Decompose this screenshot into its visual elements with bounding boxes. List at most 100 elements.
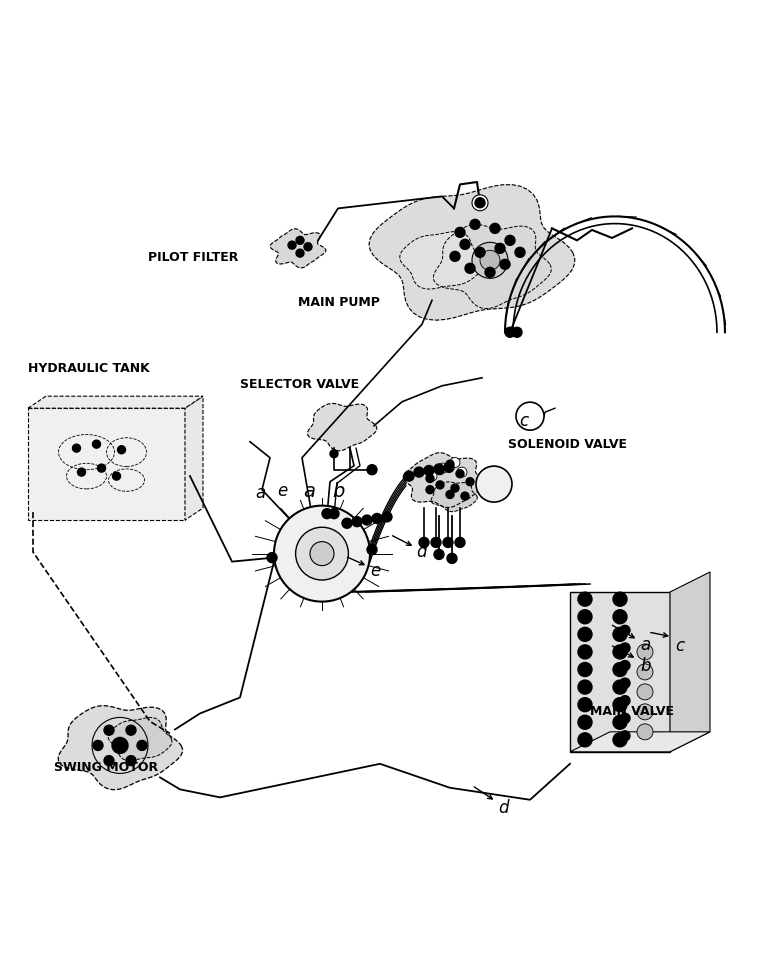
Circle shape [352,517,362,527]
Circle shape [516,402,544,431]
Circle shape [446,460,454,468]
Circle shape [613,698,627,712]
Circle shape [112,737,128,753]
Circle shape [505,328,515,337]
Circle shape [512,328,522,337]
Circle shape [112,472,121,480]
Circle shape [578,662,592,677]
Circle shape [296,236,304,244]
Circle shape [457,467,467,477]
Polygon shape [433,225,551,308]
Text: HYDRAULIC TANK: HYDRAULIC TANK [28,361,150,375]
Circle shape [329,508,339,519]
Circle shape [431,537,441,548]
Polygon shape [403,453,485,507]
Text: MAIN PUMP: MAIN PUMP [298,296,380,309]
Circle shape [578,610,592,624]
Circle shape [515,247,525,258]
Circle shape [613,592,627,606]
Text: d: d [416,543,426,561]
Text: a: a [640,636,650,653]
Circle shape [472,242,508,279]
Text: d: d [498,799,508,817]
Circle shape [126,726,136,735]
Text: SWING MOTOR: SWING MOTOR [54,761,158,775]
Circle shape [613,733,627,747]
Circle shape [620,696,630,705]
Circle shape [465,263,475,273]
Circle shape [296,528,349,580]
Circle shape [137,740,147,751]
Circle shape [436,466,444,475]
Circle shape [404,471,414,481]
Circle shape [613,662,627,677]
Circle shape [372,513,382,524]
Circle shape [475,247,485,258]
Circle shape [461,492,469,500]
Circle shape [613,610,627,624]
Circle shape [620,730,630,741]
Circle shape [447,554,457,563]
Text: MAIN VALVE: MAIN VALVE [590,705,674,719]
Polygon shape [369,185,574,320]
Circle shape [637,703,653,720]
Circle shape [637,644,653,660]
Circle shape [367,545,377,554]
Circle shape [455,228,465,237]
Circle shape [427,471,437,481]
Circle shape [490,223,500,234]
Circle shape [578,592,592,606]
Circle shape [466,478,474,485]
Circle shape [613,715,627,729]
Circle shape [288,241,296,249]
Circle shape [578,680,592,694]
Circle shape [470,219,480,230]
Circle shape [451,484,459,492]
Circle shape [578,628,592,641]
Circle shape [613,628,627,641]
Circle shape [426,475,434,482]
Polygon shape [28,396,203,408]
Circle shape [126,755,136,766]
Circle shape [78,468,85,476]
Polygon shape [185,396,203,520]
Circle shape [444,462,454,472]
Text: PILOT FILTER: PILOT FILTER [148,252,238,264]
Circle shape [613,645,627,659]
Circle shape [322,508,332,519]
Circle shape [424,465,434,476]
Circle shape [578,645,592,659]
Circle shape [620,713,630,724]
Text: b: b [640,656,650,675]
Circle shape [620,643,630,653]
Text: SELECTOR VALVE: SELECTOR VALVE [240,378,359,391]
Circle shape [267,553,277,562]
Text: e: e [277,482,287,501]
Circle shape [426,485,434,494]
Circle shape [296,249,304,258]
Circle shape [362,515,372,525]
Circle shape [472,195,488,210]
Circle shape [419,537,429,548]
Circle shape [104,726,114,735]
Circle shape [613,680,627,694]
Circle shape [637,664,653,679]
Text: a: a [303,481,315,501]
Circle shape [450,252,460,261]
Circle shape [93,740,103,751]
Circle shape [480,250,500,270]
Circle shape [578,715,592,729]
Circle shape [304,243,312,251]
Polygon shape [28,408,185,520]
Circle shape [274,505,370,602]
Circle shape [72,444,81,452]
Polygon shape [307,404,377,451]
Circle shape [620,626,630,635]
Text: c: c [519,412,528,430]
Circle shape [118,446,125,454]
Circle shape [438,463,448,473]
Circle shape [382,512,392,522]
Circle shape [434,464,444,474]
Circle shape [637,684,653,700]
Circle shape [475,198,485,208]
